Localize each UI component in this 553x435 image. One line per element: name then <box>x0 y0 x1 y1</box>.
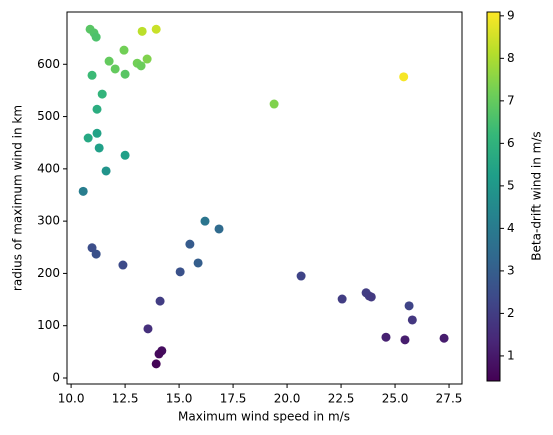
point <box>120 69 130 79</box>
colorbar-tick-label: 8 <box>507 51 515 65</box>
point <box>407 315 417 325</box>
x-tick-label: 25.0 <box>382 392 409 406</box>
point <box>104 56 114 66</box>
point <box>151 24 161 34</box>
colorbar-tick-label: 7 <box>507 93 515 107</box>
x-tick-label: 22.5 <box>328 392 355 406</box>
point <box>400 335 410 345</box>
point <box>193 258 203 268</box>
colorbar-tick-label: 9 <box>507 8 515 22</box>
x-tick-label: 27.5 <box>436 392 463 406</box>
point <box>97 89 107 99</box>
colorbar-label: Beta-drift wind in m/s <box>530 131 544 260</box>
point <box>399 72 409 82</box>
colorbar-frame <box>486 11 501 382</box>
point <box>296 271 306 281</box>
y-tick-label: 300 <box>37 214 60 228</box>
colorbar-tick-label: 1 <box>507 348 515 362</box>
colorbar-tick-label: 4 <box>507 221 515 235</box>
y-axis-label: radius of maximum wind in km <box>11 105 25 291</box>
point <box>154 349 164 359</box>
y-tick-label: 600 <box>37 57 60 71</box>
point <box>94 143 104 153</box>
colorbar-tick-label: 2 <box>507 306 515 320</box>
point <box>214 224 224 234</box>
point <box>118 260 128 270</box>
x-tick-label: 20.0 <box>274 392 301 406</box>
plot-frame <box>66 11 463 385</box>
point <box>92 128 102 138</box>
point <box>404 301 414 311</box>
point <box>137 26 147 36</box>
y-tick-label: 500 <box>37 109 60 123</box>
x-axis-label: Maximum wind speed in m/s <box>178 410 350 424</box>
point <box>101 166 111 176</box>
point <box>120 150 130 160</box>
point <box>151 359 161 369</box>
point <box>155 296 165 306</box>
colorbar-tick-label: 6 <box>507 136 515 150</box>
point <box>110 64 120 74</box>
point <box>136 61 146 71</box>
x-tick-label: 17.5 <box>220 392 247 406</box>
point <box>87 70 97 80</box>
x-tick-label: 12.5 <box>112 392 139 406</box>
point <box>185 239 195 249</box>
point <box>337 294 347 304</box>
point <box>381 332 391 342</box>
y-tick-label: 0 <box>52 370 60 384</box>
point <box>143 324 153 334</box>
y-tick-label: 100 <box>37 318 60 332</box>
y-tick-label: 400 <box>37 161 60 175</box>
point <box>142 54 152 64</box>
point <box>91 32 101 42</box>
point <box>366 292 376 302</box>
y-tick-label: 200 <box>37 266 60 280</box>
colorbar-tick-label: 5 <box>507 178 515 192</box>
point <box>78 186 88 196</box>
point <box>439 333 449 343</box>
x-tick-label: 10.0 <box>58 392 85 406</box>
colorbar-tick-label: 3 <box>507 263 515 277</box>
x-tick-label: 15.0 <box>166 392 193 406</box>
point <box>269 99 279 109</box>
point <box>119 45 129 55</box>
point <box>83 133 93 143</box>
colorbar <box>487 12 500 381</box>
point <box>175 267 185 277</box>
point <box>200 216 210 226</box>
point <box>91 249 101 259</box>
point <box>92 104 102 114</box>
